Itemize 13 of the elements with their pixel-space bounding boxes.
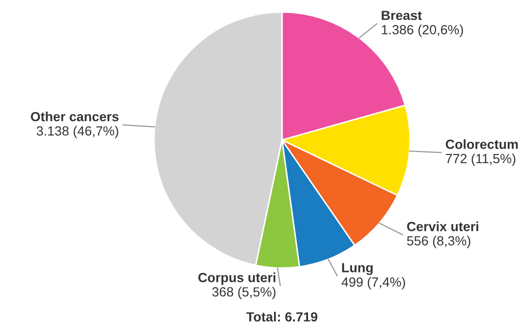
slice-label: Corpus uteri <box>198 272 276 285</box>
text: Total: 6.719 <box>246 312 318 322</box>
data-label: 368 (5,5%) <box>212 286 276 300</box>
data-label: 1.386 (20,6%) <box>382 24 463 37</box>
slice-label: Breast <box>382 10 422 20</box>
data-label: 556 (8,3%) <box>407 236 470 248</box>
data-label: 499 (7,4%) <box>342 277 406 290</box>
slice-label: Cervix uteri <box>407 222 478 232</box>
data-label: 3.138 (46,7%) <box>36 126 118 138</box>
slice-label: Lung <box>342 263 373 276</box>
slice-label: Colorectum <box>446 139 518 149</box>
slice-label: Other cancers <box>30 112 119 122</box>
data-label: 772 (11,5%) <box>446 154 516 166</box>
